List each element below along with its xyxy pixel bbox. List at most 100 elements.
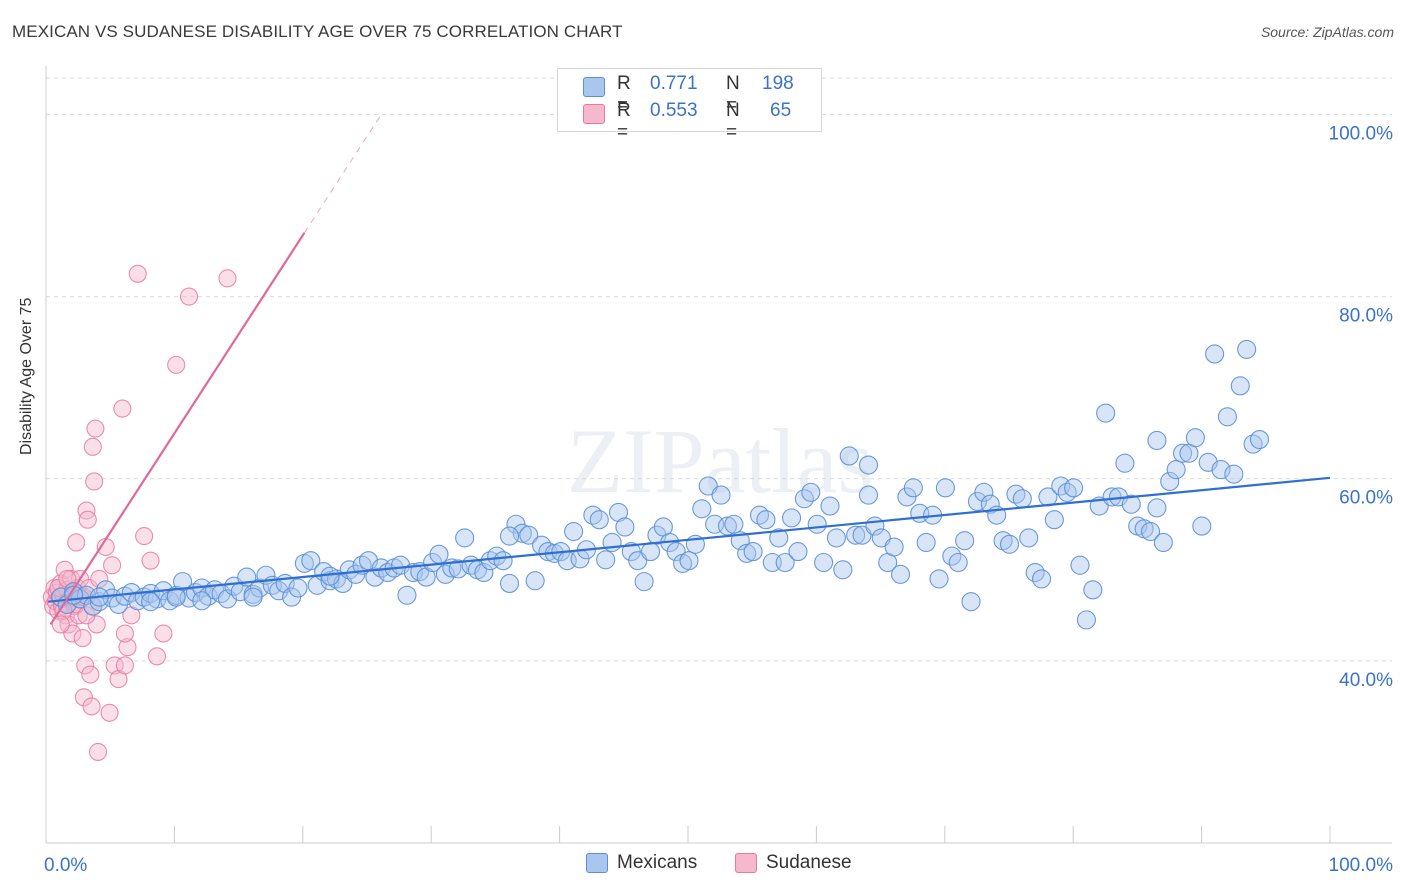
mexicans-point [756, 510, 776, 530]
sudanese-point [135, 527, 154, 546]
sudanese-point [154, 624, 173, 643]
sudanese-point [83, 437, 102, 456]
mexicans-point [782, 508, 802, 528]
mexicans-point [634, 572, 654, 592]
sudanese-point [118, 638, 137, 657]
mexicans-point [929, 569, 949, 589]
mexicans-point [1032, 569, 1052, 589]
mexicans-point [737, 543, 757, 563]
mexicans-point [1147, 430, 1167, 451]
mexicans-point [397, 585, 417, 605]
legend-n-label: N = [726, 73, 740, 116]
tick-labels: 40.0% 60.0% 80.0% 100.0% 0.0% 100.0% [44, 123, 1393, 876]
x-tick-label: 100.0% [1329, 855, 1394, 876]
mexicans-point [429, 544, 449, 564]
mexicans-point [775, 552, 795, 573]
sudanese-point [59, 615, 78, 634]
mexicans-point [1076, 610, 1096, 630]
mexicans-point [1237, 339, 1257, 359]
mexicans-point [1224, 464, 1244, 484]
mexicans-point [160, 591, 180, 611]
mexicans-point [589, 510, 609, 530]
legend-swatch-blue [583, 77, 605, 97]
mexicans-point [955, 531, 975, 551]
sudanese-trend-extension [303, 114, 382, 234]
mexicans-point [499, 526, 520, 546]
sudanese-point [100, 703, 119, 722]
y-tick-label: 60.0% [1339, 488, 1393, 509]
mexicans-point [403, 562, 423, 583]
x-tick-label: 0.0% [44, 855, 87, 876]
mexicans-point [596, 550, 616, 570]
mexicans-point [980, 494, 1000, 514]
source-label: Source: ZipAtlas.com [1260, 24, 1394, 40]
mexicans-point [820, 496, 840, 516]
mexicans-trend-line [47, 476, 1331, 603]
mexicans-point [769, 528, 789, 548]
legend-n-value: 65 [770, 100, 792, 121]
mexicans-point [961, 592, 981, 612]
mexicans-point [1147, 498, 1167, 518]
y-tick-label: 80.0% [1339, 306, 1393, 327]
y-tick-label: 40.0% [1339, 670, 1393, 691]
sudanese-point [147, 647, 167, 666]
mexicans-points [51, 339, 1270, 630]
mexicans-point [474, 562, 494, 583]
sudanese-point [86, 419, 105, 438]
mexicans-point [1083, 580, 1103, 600]
mexicans-point [141, 592, 161, 612]
sudanese-point [115, 624, 134, 643]
mexicans-point [807, 514, 827, 534]
sudanese-point [113, 399, 132, 418]
bottom-swatch-pink [735, 853, 757, 873]
mexicans-point [1153, 532, 1173, 553]
sudanese-point [76, 656, 95, 675]
sudanese-point [88, 742, 108, 761]
mexicans-point [1140, 521, 1161, 542]
mexicans-point [999, 534, 1020, 554]
mexicans-point [301, 551, 321, 571]
mexicans-point [1096, 403, 1116, 423]
mexicans-point [1185, 428, 1205, 448]
sudanese-point [67, 533, 86, 552]
mexicans-point [858, 455, 879, 475]
mexicans-point [814, 552, 834, 573]
bottom-legend-label: Mexicans [617, 852, 698, 873]
sudanese-point [179, 287, 199, 306]
mexicans-point [455, 528, 475, 548]
mexicans-point [1230, 376, 1250, 396]
watermark: ZIPatlas [567, 410, 874, 512]
mexicans-point [679, 551, 699, 571]
mexicans-point [1173, 443, 1193, 463]
mexicans-point [564, 521, 584, 542]
mexicans-point [826, 528, 846, 548]
mexicans-point [743, 542, 763, 562]
mexicans-point [903, 478, 923, 498]
mexicans-point [833, 560, 853, 580]
mexicans-point [974, 482, 994, 502]
mexicans-point [499, 573, 520, 593]
sudanese-point [128, 264, 147, 283]
mexicans-point [320, 566, 340, 586]
mexicans-point [884, 537, 904, 557]
trend-lines [47, 114, 1331, 626]
mexicans-point [788, 542, 808, 562]
legend-r-label: R = [617, 73, 631, 116]
sudanese-point [85, 472, 104, 491]
mexicans-point [1249, 430, 1270, 450]
mexicans-point [1121, 494, 1141, 514]
mexicans-point [948, 552, 968, 573]
mexicans-point [858, 485, 879, 505]
axes [45, 66, 1392, 844]
sudanese-point [74, 688, 93, 707]
sudanese-point [82, 697, 101, 716]
mexicans-point [1019, 528, 1039, 548]
sudanese-point [78, 510, 97, 529]
y-axis-label: Disability Age Over 75 [18, 297, 35, 455]
legend-n-value: 198 [762, 73, 794, 94]
mexicans-point [839, 446, 859, 466]
sudanese-point [167, 355, 186, 374]
sudanese-point [103, 556, 122, 575]
mexicans-point [993, 531, 1013, 551]
mexicans-point [916, 532, 936, 553]
